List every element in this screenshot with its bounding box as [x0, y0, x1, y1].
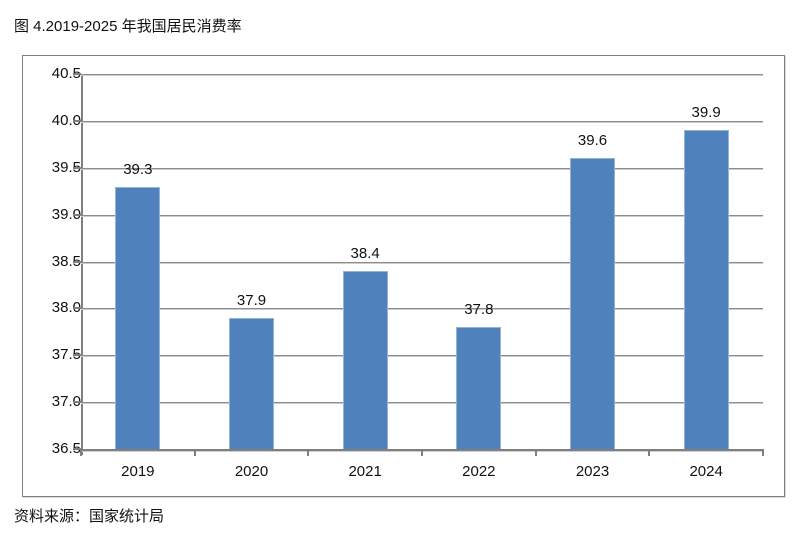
y-tick-label: 36.5 — [51, 440, 81, 457]
bar-2020 — [229, 317, 274, 449]
chart-frame: 36.5 37.0 37.5 38.0 38.5 39.0 39.5 40.0 40.5 39.… — [22, 55, 785, 497]
x-axis-tick — [80, 449, 82, 456]
y-axis-tick — [73, 166, 81, 169]
x-axis-tick — [534, 449, 537, 456]
source-note: 资料来源：国家统计局 — [14, 508, 165, 525]
x-axis-tick — [762, 449, 764, 456]
bar-2023 — [570, 158, 615, 449]
gridline — [81, 355, 763, 357]
gridline — [81, 261, 763, 263]
y-axis-tick — [73, 307, 81, 310]
x-axis-tick — [421, 449, 423, 456]
bar-value-label: 39.9 — [691, 104, 721, 122]
y-tick-label: 40.5 — [51, 65, 81, 82]
y-axis-tick — [73, 354, 81, 357]
y-tick-label: 38.5 — [51, 252, 81, 270]
x-tick-label-2019: 2019 — [121, 463, 155, 480]
y-tick-label: 39.5 — [51, 158, 81, 176]
figure-title: 图 4.2019-2025 年我国居民消费率 — [14, 18, 242, 35]
x-tick-label-2023: 2023 — [575, 463, 610, 480]
bar-value-label: 37.8 — [464, 301, 494, 319]
y-axis-tick — [73, 448, 81, 450]
gridline — [81, 308, 763, 310]
bar-value-label: 37.9 — [236, 291, 267, 309]
y-axis-tick — [73, 119, 81, 122]
bar-value-label: 38.4 — [350, 244, 380, 262]
y-axis-tick — [73, 73, 81, 75]
x-axis-tick — [648, 449, 651, 456]
gridline — [81, 214, 763, 216]
y-axis-line — [81, 74, 83, 455]
bar-2019 — [115, 186, 161, 449]
bar-value-label: 39.3 — [123, 160, 153, 178]
plot-area: 39.3 2019 37.9 2020 38.4 2021 37.8 2022 39.6 2023… — [73, 73, 764, 480]
x-tick-label-2024: 2024 — [689, 463, 723, 480]
gridline — [81, 402, 763, 404]
y-tick-label: 39.0 — [51, 205, 81, 223]
y-axis-tick — [73, 213, 81, 216]
y-axis-tick — [73, 401, 81, 404]
y-tick-label: 37.5 — [51, 346, 81, 364]
bar-2022 — [456, 327, 502, 449]
y-axis-tick-labels: 36.5 37.0 37.5 38.0 38.5 39.0 39.5 40.0 40.5 — [35, 65, 81, 457]
x-tick-label-2022: 2022 — [462, 463, 496, 480]
gridline — [81, 74, 763, 75]
y-tick-label: 40.0 — [51, 111, 81, 129]
bar-2024 — [683, 130, 729, 449]
y-tick-label: 37.0 — [51, 393, 81, 411]
y-axis-tick — [73, 260, 81, 263]
gridline — [81, 167, 763, 169]
x-axis-tick — [307, 449, 310, 456]
x-tick-label-2020: 2020 — [234, 463, 269, 480]
bar-value-label: 39.6 — [577, 132, 608, 150]
x-tick-label-2021: 2021 — [348, 463, 382, 480]
gridline — [81, 120, 763, 122]
y-tick-label: 38.0 — [51, 299, 81, 317]
x-axis-tick — [193, 449, 196, 456]
bar-2021 — [342, 270, 388, 449]
